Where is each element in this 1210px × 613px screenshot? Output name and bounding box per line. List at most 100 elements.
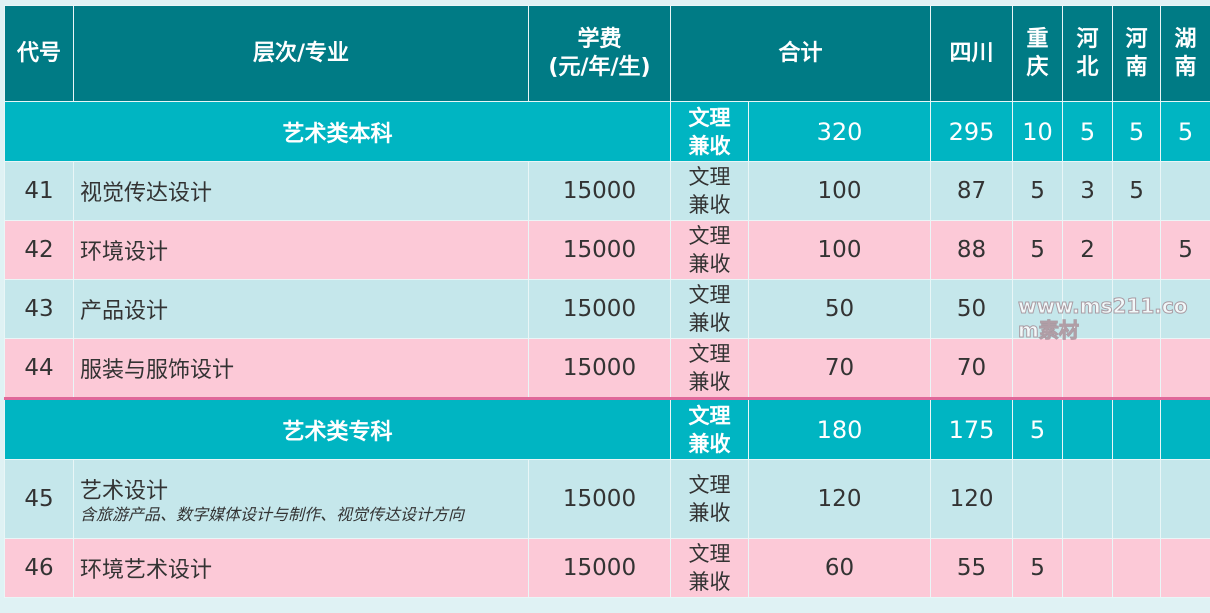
total-quota: 50 <box>747 279 932 339</box>
major-name-text: 服装与服饰设计 <box>80 358 235 383</box>
header-sichuan: 四川 <box>930 5 1014 102</box>
total-quota: 60 <box>747 538 932 598</box>
quota-henan <box>1112 538 1162 598</box>
major-name-text: 产品设计 <box>80 299 169 324</box>
quota-chongqing <box>1012 459 1064 539</box>
group-sichuan: 295 <box>930 101 1014 162</box>
header-level-major: 层次/专业 <box>73 5 529 102</box>
quota-henan <box>1112 338 1162 400</box>
group-total: 320 <box>747 101 932 162</box>
major-code: 41 <box>4 161 74 221</box>
quota-hebei <box>1062 279 1114 339</box>
subject-type: 文理兼收 <box>670 279 749 339</box>
group-chongqing: 10 <box>1012 101 1064 162</box>
major-code: 43 <box>4 279 74 339</box>
major-subtitle: 含旅游产品、数字媒体设计与制作、视觉传达设计方向 <box>80 505 465 524</box>
quota-henan <box>1112 220 1162 280</box>
table-row: 45 艺术设计 含旅游产品、数字媒体设计与制作、视觉传达设计方向 15000 文理兼收 1… <box>4 459 1210 539</box>
quota-sichuan: 70 <box>930 338 1014 400</box>
quota-sichuan: 88 <box>930 220 1014 280</box>
table-row: 41 视觉传达设计 15000 文理兼收 100 87 5 3 5 <box>4 161 1210 221</box>
tuition-fee: 15000 <box>528 459 671 539</box>
major-name-text: 环境设计 <box>80 240 169 265</box>
group-label: 艺术类本科 <box>4 101 671 162</box>
group-total: 180 <box>747 398 932 460</box>
major-name-text: 视觉传达设计 <box>80 181 213 206</box>
total-quota: 100 <box>747 220 932 280</box>
quota-hebei <box>1062 338 1114 400</box>
header-hunan: 湖南 <box>1160 5 1210 102</box>
group-hebei <box>1062 398 1114 460</box>
enrollment-plan-table: 代号 层次/专业 学费 (元/年/生) 合计 四川 重庆 河北 河南 湖南 艺术… <box>4 5 1210 598</box>
quota-henan <box>1112 279 1162 339</box>
quota-sichuan: 55 <box>930 538 1014 598</box>
quota-chongqing <box>1012 279 1064 339</box>
major-name: 环境艺术设计 <box>73 538 529 598</box>
header-code: 代号 <box>4 5 74 102</box>
quota-hebei: 3 <box>1062 161 1114 221</box>
major-name: 环境设计 <box>73 220 529 280</box>
tuition-fee: 15000 <box>528 279 671 339</box>
group-row: 艺术类本科 文理兼收 320 295 10 5 5 5 <box>4 101 1210 162</box>
major-name: 产品设计 <box>73 279 529 339</box>
major-code: 45 <box>4 459 74 539</box>
tuition-fee: 15000 <box>528 538 671 598</box>
quota-hebei <box>1062 459 1114 539</box>
quota-hunan: 5 <box>1160 220 1210 280</box>
group-type: 文理兼收 <box>670 101 749 162</box>
subject-type: 文理兼收 <box>670 538 749 598</box>
table-row: 42 环境设计 15000 文理兼收 100 88 5 2 5 <box>4 220 1210 280</box>
header-fee: 学费 (元/年/生) <box>528 5 671 102</box>
major-name: 服装与服饰设计 <box>73 338 529 400</box>
major-name-text: 环境艺术设计 <box>80 558 213 583</box>
quota-chongqing: 5 <box>1012 161 1064 221</box>
quota-hunan <box>1160 279 1210 339</box>
quota-hebei: 2 <box>1062 220 1114 280</box>
table-row: 44 服装与服饰设计 15000 文理兼收 70 70 <box>4 338 1210 400</box>
major-name: 视觉传达设计 <box>73 161 529 221</box>
total-quota: 120 <box>747 459 932 539</box>
quota-chongqing: 5 <box>1012 538 1064 598</box>
header-hebei: 河北 <box>1062 5 1114 102</box>
header-henan: 河南 <box>1112 5 1162 102</box>
tuition-fee: 15000 <box>528 338 671 400</box>
quota-henan: 5 <box>1112 161 1162 221</box>
group-chongqing: 5 <box>1012 398 1064 460</box>
total-quota: 70 <box>747 338 932 400</box>
group-label: 艺术类专科 <box>4 398 671 460</box>
group-row: 艺术类专科 文理兼收 180 175 5 <box>4 398 1210 460</box>
group-type: 文理兼收 <box>670 398 749 460</box>
table-row: 46 环境艺术设计 15000 文理兼收 60 55 5 <box>4 538 1210 598</box>
tuition-fee: 15000 <box>528 220 671 280</box>
quota-chongqing: 5 <box>1012 220 1064 280</box>
major-code: 46 <box>4 538 74 598</box>
group-hebei: 5 <box>1062 101 1114 162</box>
subject-type: 文理兼收 <box>670 459 749 539</box>
quota-hunan <box>1160 459 1210 539</box>
major-code: 42 <box>4 220 74 280</box>
header-total: 合计 <box>669 5 932 102</box>
quota-chongqing <box>1012 338 1064 400</box>
major-name-text: 艺术设计 <box>80 479 169 504</box>
quota-hebei <box>1062 538 1114 598</box>
total-quota: 100 <box>747 161 932 221</box>
group-henan <box>1112 398 1162 460</box>
group-hunan <box>1160 398 1210 460</box>
quota-hunan <box>1160 338 1210 400</box>
quota-sichuan: 120 <box>930 459 1014 539</box>
group-sichuan: 175 <box>930 398 1014 460</box>
group-henan: 5 <box>1112 101 1162 162</box>
subject-type: 文理兼收 <box>670 338 749 400</box>
subject-type: 文理兼收 <box>670 220 749 280</box>
major-code: 44 <box>4 338 74 400</box>
quota-sichuan: 87 <box>930 161 1014 221</box>
quota-henan <box>1112 459 1162 539</box>
group-hunan: 5 <box>1160 101 1210 162</box>
quota-hunan <box>1160 161 1210 221</box>
header-row: 代号 层次/专业 学费 (元/年/生) 合计 四川 重庆 河北 河南 湖南 <box>4 5 1210 102</box>
tuition-fee: 15000 <box>528 161 671 221</box>
quota-hunan <box>1160 538 1210 598</box>
header-chongqing: 重庆 <box>1012 5 1064 102</box>
subject-type: 文理兼收 <box>670 161 749 221</box>
major-name: 艺术设计 含旅游产品、数字媒体设计与制作、视觉传达设计方向 <box>73 459 529 539</box>
